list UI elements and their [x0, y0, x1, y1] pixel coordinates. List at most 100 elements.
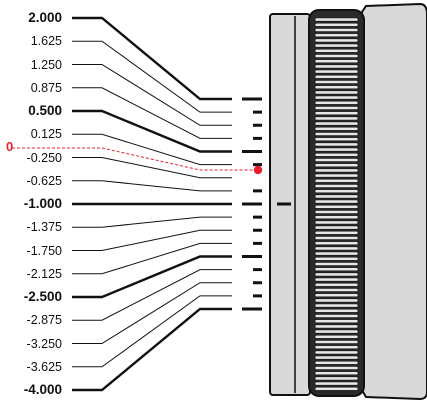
knurl-rib — [314, 308, 359, 313]
knurl-rib — [314, 340, 359, 344]
knurl-rib — [314, 194, 359, 199]
connector-line — [72, 255, 232, 299]
knurl-rib — [314, 204, 359, 209]
diopter-label: -2.125 — [26, 266, 62, 281]
knurl-rib — [314, 17, 359, 22]
connector-line — [72, 216, 232, 228]
knurl-rib — [314, 178, 359, 183]
knurl-rib — [314, 298, 359, 303]
knurl-rib — [314, 366, 359, 370]
diopter-label: 1.625 — [30, 34, 62, 49]
knurl-rib — [314, 272, 359, 277]
knurl-rib — [314, 189, 359, 194]
connector-line — [72, 229, 232, 251]
knurl-rib — [314, 345, 359, 350]
connector-line — [72, 64, 232, 126]
knurl-rib — [314, 251, 359, 256]
knurl-rib — [314, 355, 359, 360]
diopter-label: -1.000 — [23, 196, 62, 211]
diopter-label-column: 2.000 1.625 1.250 0.875 0.500 0.125 -0.250 -0.6… — [0, 0, 62, 401]
diopter-label: -2.500 — [23, 289, 62, 304]
diopter-label: 0.875 — [30, 80, 62, 95]
knurl-rib — [314, 210, 359, 214]
knurl-rib — [314, 121, 359, 126]
connector-line — [72, 180, 232, 192]
knurl-rib — [314, 381, 359, 386]
scale-connector-lines — [72, 16, 232, 392]
knurl-rib — [314, 137, 359, 142]
diopter-label: -1.750 — [26, 243, 62, 258]
diopter-label: -4.000 — [23, 382, 62, 397]
knurl-rib — [314, 376, 359, 381]
diopter-label: -1.375 — [26, 220, 62, 235]
knurl-rib — [314, 126, 359, 131]
knurl-rib — [314, 282, 359, 287]
knurl-rib — [314, 319, 359, 324]
knurl-rib — [314, 262, 359, 266]
knurl-rib — [314, 116, 359, 121]
knurl-rib — [314, 106, 359, 110]
knurl-rib — [314, 69, 359, 74]
knurl-rib — [314, 158, 359, 162]
connector-line — [72, 157, 232, 179]
knurl-rib — [314, 230, 359, 235]
knurl-rib — [314, 267, 359, 272]
knurl-rib — [314, 38, 359, 43]
diopter-label: -2.875 — [26, 313, 62, 328]
scale-ticks — [242, 97, 262, 311]
knurl-rib — [314, 64, 359, 69]
connector-line — [72, 282, 232, 344]
knurl-rib — [314, 74, 359, 79]
knurl-rib — [314, 90, 359, 95]
knurl-rib — [314, 147, 359, 152]
connector-line — [72, 242, 232, 275]
knurl-rib — [314, 132, 359, 136]
knurl-rib — [314, 215, 359, 220]
knurl-rib — [314, 241, 359, 246]
knurl-rib — [314, 54, 359, 58]
knurl-rib — [314, 22, 359, 27]
knurl-rib — [314, 43, 359, 48]
zero-position-label: 0 — [6, 139, 14, 154]
knurl-rib — [314, 256, 359, 261]
knurl-rib — [314, 371, 359, 376]
connector-line — [72, 295, 232, 368]
knurl-rib — [314, 225, 359, 230]
diopter-label: -3.625 — [26, 359, 62, 374]
connector-line — [72, 307, 232, 392]
knurl-rib — [314, 329, 359, 334]
knurl-rib — [314, 59, 359, 64]
connector-line — [72, 40, 232, 113]
connector-line — [72, 109, 232, 153]
knurl-rib — [314, 85, 359, 90]
knurl-rib — [314, 152, 359, 157]
knurl-rib — [314, 168, 359, 173]
knurl-rib — [314, 28, 359, 32]
knurl-rib — [314, 293, 359, 298]
knurl-rib — [314, 246, 359, 251]
connector-line — [72, 87, 232, 139]
knurl-rib — [314, 236, 359, 240]
ring-knurling — [314, 17, 359, 391]
diopter-label: -0.625 — [26, 173, 62, 188]
knurl-rib — [314, 48, 359, 53]
diopter-label: -3.250 — [26, 336, 62, 351]
knurl-rib — [314, 95, 359, 100]
knurl-rib — [314, 314, 359, 318]
diopter-label: 0.125 — [30, 127, 62, 142]
diopter-label: 0.500 — [28, 103, 62, 118]
knurl-rib — [314, 184, 359, 188]
knurl-rib — [314, 324, 359, 329]
knurl-rib — [314, 303, 359, 308]
eyepiece-illustration — [269, 2, 427, 401]
knurl-rib — [314, 220, 359, 225]
knurl-rib — [314, 350, 359, 355]
zero-position-guide — [12, 147, 263, 175]
knurl-rib — [314, 334, 359, 339]
knurl-rib — [314, 386, 359, 391]
knurl-rib — [314, 111, 359, 116]
connector-line — [72, 16, 232, 101]
knurl-rib — [314, 100, 359, 105]
knurl-rib — [314, 80, 359, 84]
